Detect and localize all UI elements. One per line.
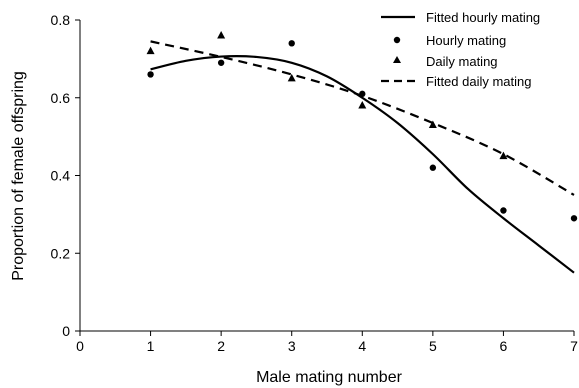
x-tick-label: 3 xyxy=(288,338,296,354)
x-tick-label: 7 xyxy=(570,338,578,354)
data-point-hourly-mating xyxy=(570,215,578,222)
y-axis-title: Proportion of female offspring xyxy=(10,71,27,281)
series-line-fitted-daily-mating xyxy=(150,40,575,196)
data-point-daily-mating xyxy=(217,31,226,39)
data-point-hourly-mating xyxy=(429,164,437,171)
legend-marker-daily xyxy=(393,56,401,63)
data-point-hourly-mating xyxy=(288,40,295,47)
data-point-daily-mating xyxy=(358,101,367,109)
y-tick-label: 0.4 xyxy=(51,168,71,184)
data-point-daily-mating xyxy=(499,151,508,160)
x-tick-label: 1 xyxy=(147,338,155,354)
x-ticks: 0 1 2 3 4 5 6 7 xyxy=(76,331,578,354)
x-tick-label: 0 xyxy=(76,338,84,354)
x-tick-label: 6 xyxy=(500,338,508,354)
axes xyxy=(79,20,574,332)
legend-label-hourly: Hourly mating xyxy=(426,33,506,48)
x-axis-title: Male mating number xyxy=(256,369,403,386)
data-point-daily-mating xyxy=(287,73,296,82)
x-tick-label: 5 xyxy=(429,338,437,354)
legend-label-fitted-daily: Fitted daily mating xyxy=(426,74,532,89)
data-point-hourly-mating xyxy=(147,71,154,78)
y-tick-label: 0.8 xyxy=(51,12,71,28)
legend-label-daily: Daily mating xyxy=(426,54,498,69)
y-ticks: 0 0.2 0.4 0.6 0.8 xyxy=(51,12,80,339)
x-tick-label: 4 xyxy=(358,338,366,354)
y-tick-label: 0.6 xyxy=(51,90,71,106)
y-tick-label: 0 xyxy=(62,323,70,339)
legend-label-fitted-hourly: Fitted hourly mating xyxy=(426,10,540,25)
data-point-daily-mating xyxy=(146,46,155,55)
data-point-daily-mating xyxy=(428,120,437,128)
y-tick-label: 0.2 xyxy=(51,245,71,261)
plot-area xyxy=(146,31,578,274)
data-point-hourly-mating xyxy=(500,207,507,214)
legend-marker-hourly xyxy=(393,36,401,44)
x-tick-label: 2 xyxy=(217,338,225,354)
legend: Fitted hourly mating Hourly mating Daily… xyxy=(381,10,540,89)
series-line-fitted-hourly-mating xyxy=(150,55,575,274)
data-point-hourly-mating xyxy=(217,59,225,66)
